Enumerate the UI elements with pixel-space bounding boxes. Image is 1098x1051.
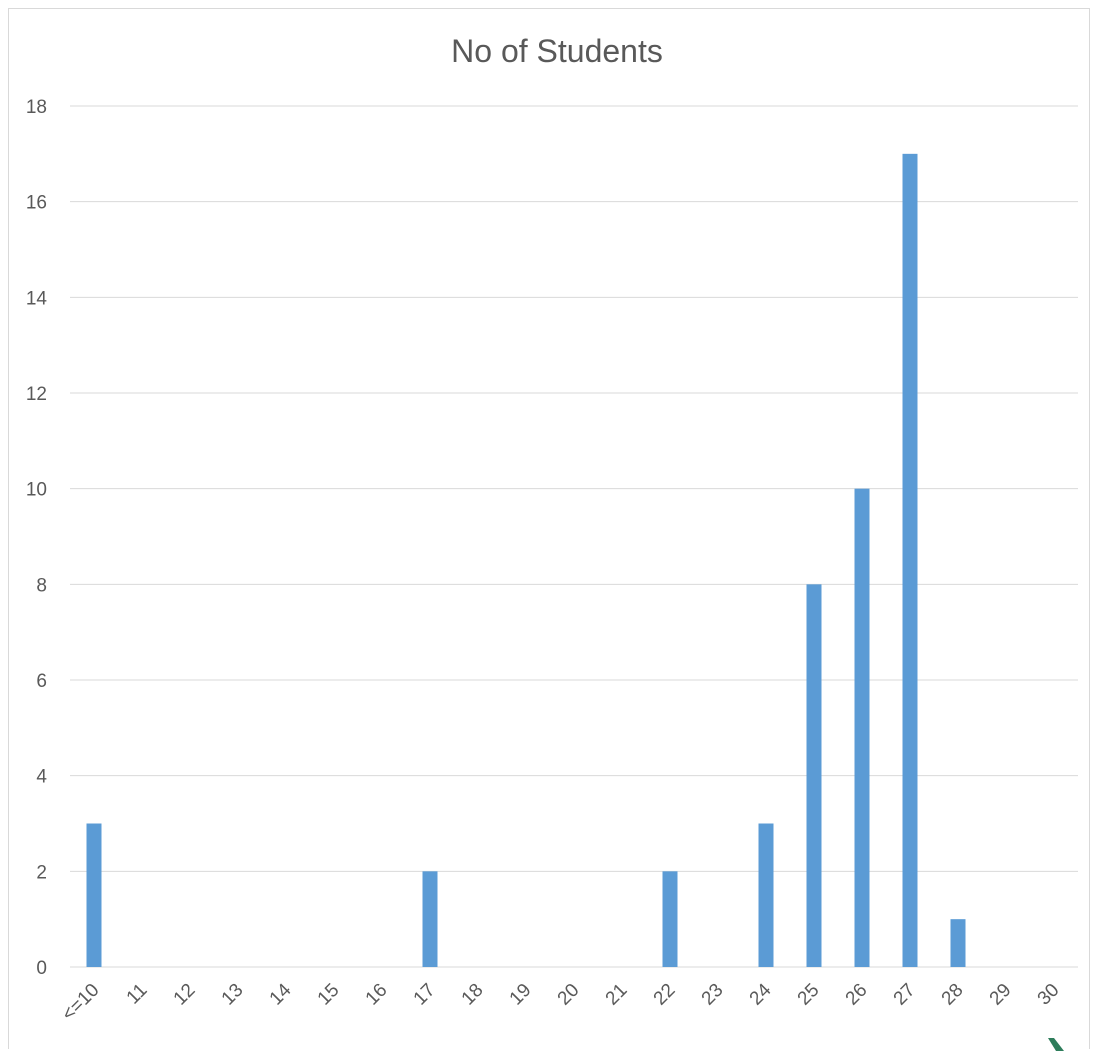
x-tick-label: <=10 <box>58 980 103 1025</box>
x-tick-label: 12 <box>170 980 200 1010</box>
x-tick-label: 30 <box>1034 980 1064 1010</box>
y-tick-label: 12 <box>26 384 47 405</box>
bar <box>806 584 822 967</box>
x-tick-label: 16 <box>362 980 392 1010</box>
x-tick-label: 29 <box>986 980 1016 1010</box>
y-tick-label: 14 <box>26 288 48 309</box>
x-tick-label: 22 <box>650 980 680 1010</box>
bar <box>662 871 678 967</box>
x-tick-label: 13 <box>218 980 248 1010</box>
x-tick-label: 17 <box>410 980 440 1010</box>
bar <box>422 871 438 967</box>
bar <box>854 488 870 967</box>
gridlines <box>70 105 1078 968</box>
x-tick-label: 21 <box>602 980 632 1010</box>
bar <box>950 919 966 967</box>
y-tick-label: 8 <box>36 575 47 596</box>
y-tick-label: 4 <box>36 767 47 788</box>
x-tick-label: 24 <box>746 979 776 1009</box>
y-tick-label: 16 <box>26 193 47 214</box>
bar <box>86 823 102 967</box>
y-axis-ticks: 0 2 4 6 8 10 12 14 16 18 <box>26 97 48 979</box>
bar <box>902 153 918 968</box>
y-tick-label: 0 <box>36 958 47 979</box>
x-tick-label: 26 <box>842 980 872 1010</box>
y-tick-label: 2 <box>36 862 47 883</box>
x-tick-label: 14 <box>266 979 296 1009</box>
y-tick-label: 18 <box>26 97 47 118</box>
x-tick-label: 25 <box>794 980 824 1010</box>
x-tick-label: 20 <box>554 980 584 1010</box>
x-tick-label: 28 <box>938 980 968 1010</box>
x-tick-label: 19 <box>506 980 536 1010</box>
x-axis-ticks: <=10 11 12 13 14 15 16 17 18 19 20 21 22 23 24 25 26 27 28… <box>58 979 1063 1025</box>
x-tick-label: 23 <box>698 980 728 1010</box>
bar <box>758 823 774 967</box>
y-tick-label: 6 <box>36 671 47 692</box>
x-tick-label: 15 <box>314 980 344 1010</box>
resize-handle-icon <box>1048 1038 1064 1051</box>
x-tick-label: 11 <box>123 980 152 1009</box>
x-tick-label: 27 <box>890 980 920 1010</box>
chart-title: No of Students <box>451 33 663 69</box>
x-tick-label: 18 <box>458 980 488 1010</box>
y-tick-label: 10 <box>26 480 47 501</box>
bars <box>86 153 966 968</box>
